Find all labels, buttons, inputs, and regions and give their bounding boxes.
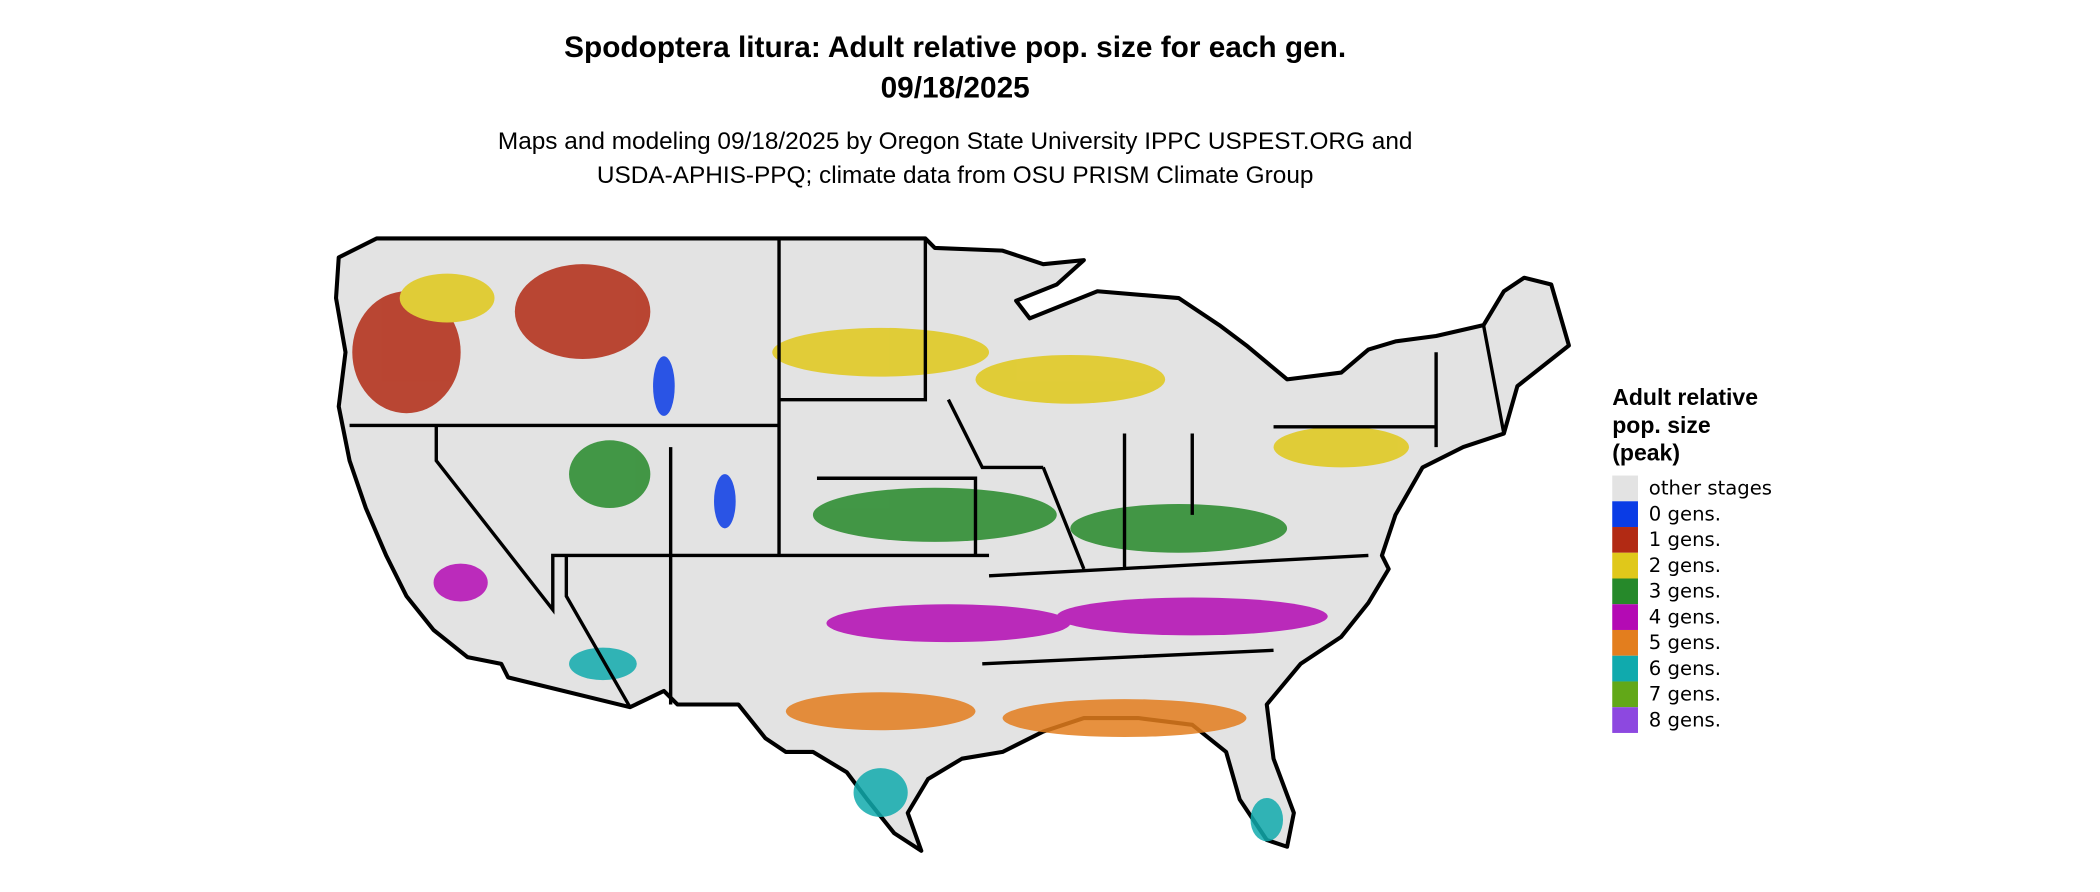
patch	[352, 291, 461, 414]
legend-label: 2 gens.	[1649, 554, 1721, 577]
state-lines	[349, 238, 1506, 709]
legend-label: 7 gens.	[1649, 683, 1721, 706]
legend-title: (peak)	[1612, 440, 1680, 466]
legend-swatch	[1612, 552, 1638, 579]
legend-label: 5 gens.	[1649, 631, 1721, 654]
legend-title: pop. size	[1612, 412, 1711, 438]
patch	[1070, 503, 1288, 553]
patch	[399, 273, 495, 323]
patch	[514, 264, 651, 360]
subtitle-line: USDA-APHIS-PPQ; climate data from OSU PR…	[597, 162, 1314, 189]
subtitle-line: Maps and modeling 09/18/2025 by Oregon S…	[498, 128, 1413, 155]
legend-title: Adult relative	[1612, 384, 1758, 410]
legend-swatch	[1612, 681, 1638, 708]
legend-swatch	[1612, 475, 1638, 502]
patch	[975, 354, 1166, 404]
generation-patches	[352, 264, 1410, 842]
legend-swatch	[1612, 527, 1638, 553]
legend-swatch	[1612, 707, 1638, 733]
legend-swatch	[1612, 501, 1638, 528]
legend-label: 3 gens.	[1649, 580, 1721, 603]
patch	[853, 768, 908, 817]
patch	[1056, 597, 1328, 636]
legend-swatch	[1612, 655, 1638, 682]
legend-label: 8 gens.	[1649, 708, 1721, 731]
patch	[433, 563, 488, 602]
patch	[714, 474, 736, 529]
legend-swatch	[1612, 629, 1638, 656]
legend-swatch	[1612, 578, 1638, 605]
patch	[812, 487, 1057, 542]
legend-label: 1 gens.	[1649, 528, 1721, 551]
patch	[785, 692, 976, 731]
patch	[772, 327, 990, 377]
patch	[653, 356, 675, 416]
patch	[1002, 699, 1247, 738]
legend-label: other stages	[1649, 477, 1772, 500]
legend-swatch	[1612, 604, 1638, 630]
patch	[569, 440, 651, 509]
patch	[1250, 797, 1284, 842]
patch	[1273, 426, 1410, 468]
title-line: Spodoptera litura: Adult relative pop. s…	[564, 31, 1346, 64]
legend-label: 4 gens.	[1649, 605, 1721, 628]
patch	[826, 604, 1071, 643]
header: Spodoptera litura: Adult relative pop. s…	[498, 31, 1413, 189]
legend-label: 6 gens.	[1649, 657, 1721, 680]
patch	[569, 647, 637, 681]
title-line: 09/18/2025	[881, 72, 1030, 105]
map	[333, 236, 1571, 853]
legend-label: 0 gens.	[1649, 502, 1721, 525]
